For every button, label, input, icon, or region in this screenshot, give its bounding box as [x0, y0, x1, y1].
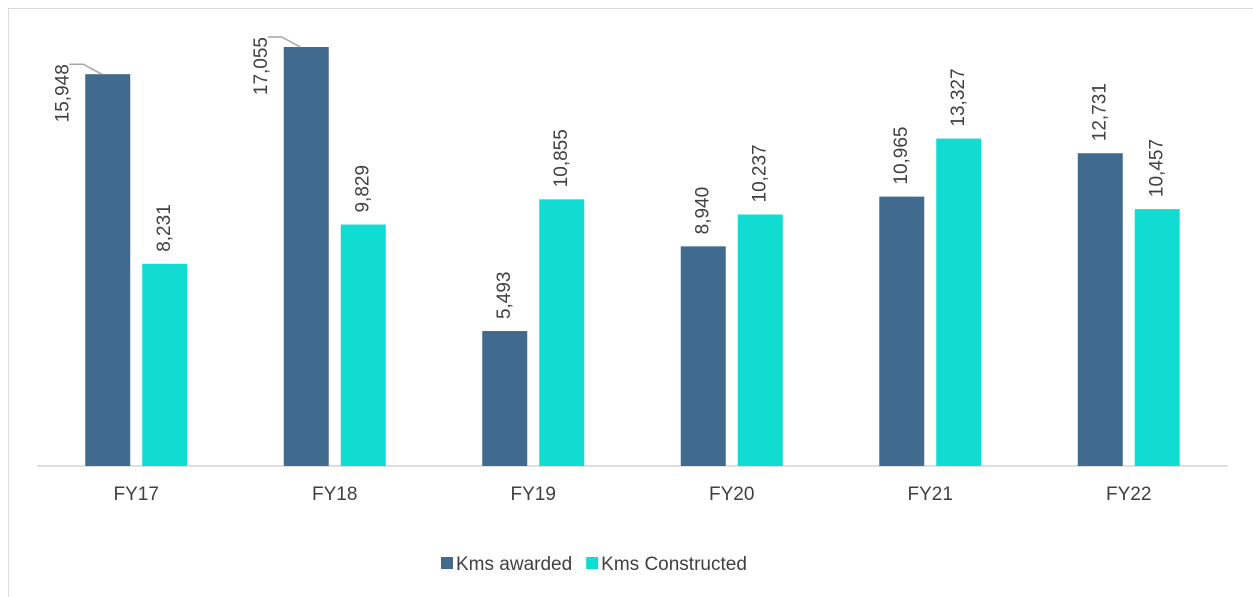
legend-swatch: [441, 557, 453, 569]
x-tick-label: FY20: [709, 484, 754, 505]
bar: [142, 263, 188, 466]
x-tick-label: FY18: [312, 484, 357, 505]
data-label: 8,231: [154, 204, 175, 252]
bar: [879, 196, 925, 467]
bar: [936, 138, 982, 466]
bar: [85, 74, 131, 467]
data-label: 5,493: [494, 272, 515, 320]
data-label: 15,948: [52, 64, 73, 122]
data-label: 8,940: [692, 187, 713, 235]
bar: [1134, 209, 1180, 466]
x-tick-label: FY21: [908, 484, 953, 505]
bar: [1077, 153, 1123, 466]
bar: [737, 214, 783, 466]
chart-border: [8, 8, 1253, 597]
legend-swatch: [586, 557, 599, 569]
data-label: 17,055: [251, 37, 272, 95]
data-label: 10,855: [551, 129, 572, 187]
x-tick-label: FY22: [1106, 484, 1151, 505]
data-label: 12,731: [1089, 83, 1110, 141]
legend-label: Kms Constructed: [601, 554, 747, 575]
leader-line: [267, 36, 301, 48]
legend-label: Kms awarded: [456, 554, 572, 575]
data-label: 10,965: [891, 126, 912, 184]
bar: [680, 246, 726, 466]
bar: [482, 331, 528, 466]
x-tick-label: FY19: [511, 484, 556, 505]
data-label: 10,457: [1146, 139, 1167, 197]
data-label: 10,237: [749, 144, 770, 202]
data-label: 13,327: [948, 68, 969, 126]
x-tick-label: FY17: [114, 484, 159, 505]
bar: [340, 224, 386, 466]
data-label: 9,829: [352, 165, 373, 213]
bar: [539, 199, 585, 466]
bar: [283, 47, 329, 466]
leader-line: [69, 63, 103, 75]
